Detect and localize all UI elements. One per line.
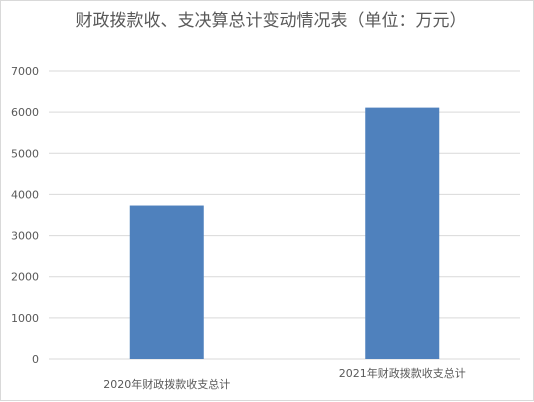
y-tick-label: 0 — [32, 353, 39, 366]
y-tick-labels: 0 1000 2000 3000 4000 5000 6000 7000 — [11, 65, 39, 366]
y-tick-label: 5000 — [11, 147, 39, 160]
bars — [129, 107, 440, 359]
bar — [365, 107, 440, 359]
y-tick-label: 1000 — [11, 312, 39, 325]
bar — [129, 205, 204, 359]
y-tick-label: 6000 — [11, 106, 39, 119]
category-labels: 2020年财政拨款收支总计 2021年财政拨款收支总计 — [103, 366, 466, 391]
y-tick-label: 4000 — [11, 188, 39, 201]
category-label: 2021年财政拨款收支总计 — [339, 366, 466, 380]
y-tick-label: 3000 — [11, 230, 39, 243]
y-tick-label: 2000 — [11, 271, 39, 284]
y-tick-label: 7000 — [11, 65, 39, 78]
chart-title: 财政拨款收、支决算总计变动情况表（单位：万元） — [75, 11, 467, 31]
category-label: 2020年财政拨款收支总计 — [103, 377, 230, 391]
grid-lines — [49, 70, 520, 360]
